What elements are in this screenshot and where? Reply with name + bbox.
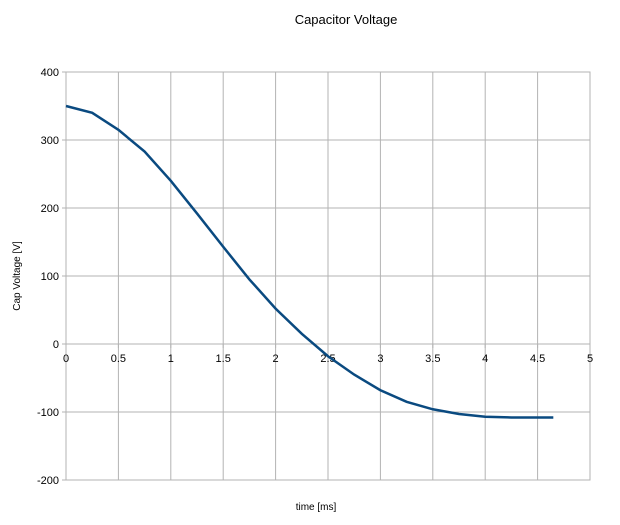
y-axis-label: Cap Voltage [V] <box>12 241 23 311</box>
y-tick-label: -100 <box>37 407 59 419</box>
y-tick-label: 400 <box>41 67 59 79</box>
x-tick-label: 3 <box>377 353 383 365</box>
y-tick-label: 300 <box>41 135 59 147</box>
y-tick-label: -200 <box>37 475 59 487</box>
y-tick-label: 0 <box>53 339 59 351</box>
x-tick-label: 2.5 <box>320 353 335 365</box>
y-tick-label: 200 <box>41 203 59 215</box>
x-tick-label: 5 <box>587 353 593 365</box>
chart-title: Capacitor Voltage <box>295 12 398 27</box>
data-line <box>65 104 554 419</box>
y-tick-label: 100 <box>41 271 59 283</box>
x-tick-label: 0.5 <box>111 353 126 365</box>
x-tick-label: 4.5 <box>530 353 545 365</box>
x-tick-label: 0 <box>63 353 69 365</box>
x-tick-label: 1 <box>168 353 174 365</box>
x-tick-label: 1.5 <box>216 353 231 365</box>
x-tick-label: 3.5 <box>425 353 440 365</box>
x-tick-label: 4 <box>482 353 488 365</box>
x-axis-label: time [ms] <box>296 502 337 513</box>
x-tick-label: 2 <box>273 353 279 365</box>
